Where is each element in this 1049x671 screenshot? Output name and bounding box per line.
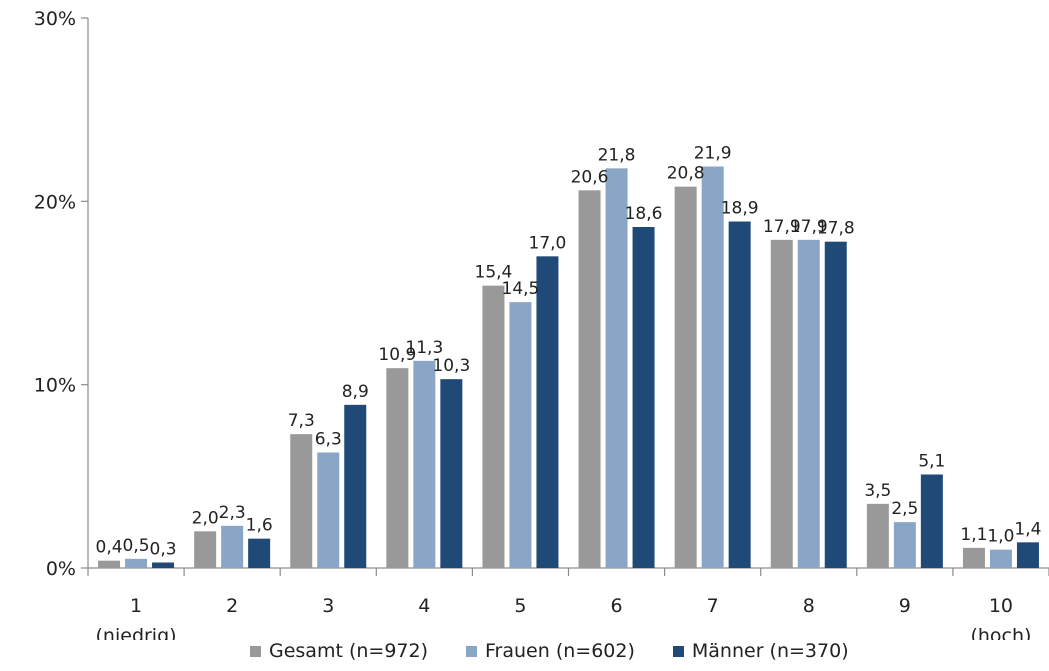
x-category-label: 6 [611, 595, 623, 617]
y-tick-label: 20% [34, 191, 76, 213]
x-category-label: (niedrig) [96, 625, 177, 640]
bar [674, 186, 697, 568]
x-category-label: 9 [899, 595, 911, 617]
legend: Gesamt (n=972) Frauen (n=602) Männer (n=… [0, 640, 1049, 671]
bar [536, 256, 559, 568]
bar [920, 474, 943, 568]
x-category-label: 2 [226, 595, 238, 617]
y-tick-label: 30% [34, 8, 76, 30]
bar [728, 221, 751, 568]
bar [482, 285, 505, 568]
bar [605, 168, 628, 569]
bar [125, 558, 148, 568]
legend-item-gesamt: Gesamt (n=972) [250, 640, 428, 662]
data-label: 17,9 [763, 217, 801, 237]
bar [248, 538, 271, 568]
data-label: 18,9 [721, 199, 759, 219]
x-category-label: 3 [322, 595, 334, 617]
data-label: 7,3 [288, 411, 315, 431]
data-label: 11,3 [405, 338, 443, 358]
data-labels: 0,4 2,0 7,3 10,9 15,4 20,6 20,8 17,9 3,5 1,1 0,5 2,… [96, 144, 1042, 560]
data-label: 1,0 [987, 527, 1014, 547]
data-label: 20,6 [571, 167, 609, 187]
data-label: 15,4 [475, 263, 513, 283]
data-label: 21,9 [694, 144, 732, 164]
x-category-label: 4 [418, 595, 430, 617]
legend-items: Gesamt (n=972) Frauen (n=602) Männer (n=… [250, 640, 849, 662]
bar [509, 302, 532, 568]
bar [962, 547, 985, 568]
legend-item-frauen: Frauen (n=602) [466, 640, 635, 662]
bar [824, 241, 847, 568]
x-category-label: 8 [803, 595, 815, 617]
bar [632, 227, 655, 568]
data-label: 10,9 [378, 345, 416, 365]
legend-label-frauen: Frauen (n=602) [485, 640, 635, 662]
x-category-label: 5 [514, 595, 526, 617]
bar [317, 452, 340, 568]
bar [221, 525, 244, 568]
bar [770, 239, 793, 569]
y-tick-label: 10% [34, 375, 76, 397]
bar [797, 239, 820, 569]
data-label: 2,0 [192, 508, 219, 528]
bar [701, 166, 724, 568]
bar [98, 560, 121, 568]
data-label: 8,9 [342, 382, 369, 402]
legend-item-maenner: Männer (n=370) [672, 640, 849, 662]
bar [866, 503, 889, 568]
legend-swatch-gesamt [250, 645, 261, 657]
bar [386, 368, 409, 568]
x-category-label: 1 [130, 595, 142, 617]
legend-swatch-maenner [672, 645, 684, 657]
bar [1016, 542, 1039, 568]
x-category-label: 7 [707, 595, 719, 617]
data-label: 10,3 [432, 356, 470, 376]
data-label: 18,6 [625, 204, 663, 224]
bar [440, 379, 463, 568]
y-tick-label: 0% [46, 558, 76, 580]
data-label: 1,4 [1014, 519, 1041, 539]
data-label: 17,9 [790, 217, 828, 237]
data-label: 14,5 [502, 279, 540, 299]
data-label: 17,8 [817, 219, 855, 239]
data-label: 0,5 [123, 536, 150, 556]
data-label: 0,4 [96, 538, 123, 558]
data-label: 20,8 [667, 164, 705, 184]
legend-swatch-frauen [466, 645, 478, 657]
data-label: 2,3 [219, 503, 246, 523]
data-label: 3,5 [864, 481, 891, 501]
bars [98, 166, 1039, 569]
bar [893, 522, 916, 568]
legend-label-maenner: Männer (n=370) [691, 640, 849, 662]
bar [152, 562, 175, 568]
bar [290, 434, 313, 568]
data-label: 0,3 [150, 540, 177, 560]
bar [578, 190, 601, 569]
data-label: 1,6 [246, 516, 273, 536]
bar [344, 404, 367, 568]
data-label: 1,1 [960, 525, 987, 545]
data-label: 21,8 [598, 145, 636, 165]
bar [194, 531, 217, 568]
data-label: 17,0 [529, 233, 567, 253]
data-label: 2,5 [891, 499, 918, 519]
data-label: 6,3 [315, 430, 342, 450]
bar [989, 549, 1012, 568]
x-category-label: 10 [989, 595, 1013, 617]
bar [413, 360, 436, 568]
data-label: 5,1 [918, 452, 945, 472]
bar-chart: 0% 10% 20% 30% 1 (niedrig) 2 3 4 5 6 7 8 9 10 (hoch) 0,… [34, 8, 1049, 640]
x-category-label: (hoch) [970, 625, 1031, 640]
legend-label-gesamt: Gesamt (n=972) [269, 640, 429, 662]
